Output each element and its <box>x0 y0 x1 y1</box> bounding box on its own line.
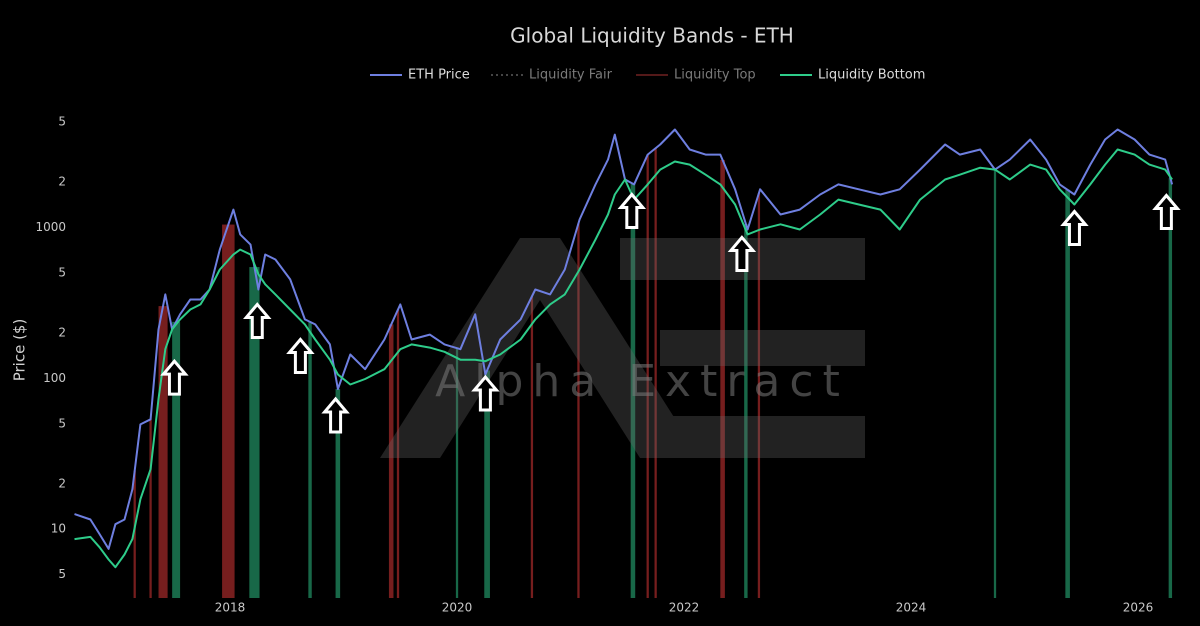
liquidity-band <box>630 183 636 598</box>
legend-label: ETH Price <box>408 68 470 83</box>
liquidity-band <box>530 296 534 598</box>
logo-a <box>380 238 700 458</box>
bands <box>133 148 1173 599</box>
x-tick-label: 2024 <box>896 601 927 615</box>
x-tick-label: 2022 <box>669 601 700 615</box>
y-tick-label: 2 <box>58 325 66 339</box>
liquidity-band <box>1168 178 1173 598</box>
liquidity-band <box>654 148 657 599</box>
arrow-marker <box>617 192 647 229</box>
legend-label: Liquidity Top <box>674 68 756 83</box>
liquidity-band <box>222 224 235 599</box>
x-tick-label: 2018 <box>215 601 246 615</box>
arrow-marker <box>243 302 272 339</box>
legend-label: Liquidity Fair <box>529 68 613 83</box>
liquidity-band <box>720 159 725 599</box>
liquidity-band <box>455 348 459 598</box>
liquidity-band <box>484 370 490 598</box>
legend-label: Liquidity Bottom <box>818 68 925 83</box>
arrow-marker <box>286 337 315 374</box>
arrow-marker <box>1152 193 1181 230</box>
y-tick-label: 100 <box>43 371 66 385</box>
liquidity-band <box>308 321 312 598</box>
arrow-marker <box>160 358 189 396</box>
liquidity-band <box>133 470 136 598</box>
liquidity-band <box>1065 189 1070 598</box>
watermark: Alpha Extract <box>435 356 849 407</box>
y-tick-label: 5 <box>58 567 66 581</box>
liquidity-band <box>172 321 181 598</box>
arrow-marker <box>1060 209 1089 246</box>
y-tick-label: 1000 <box>35 220 66 234</box>
y-tick-label: 10 <box>51 522 66 536</box>
liquidity-band <box>577 223 580 598</box>
x-tick-label: 2020 <box>442 601 473 615</box>
liquidity-band <box>158 306 168 598</box>
liquidity-band <box>249 267 260 598</box>
liquidity-band <box>149 419 152 598</box>
y-axis-label: Price ($) <box>11 319 29 382</box>
arrow-marker <box>727 235 757 272</box>
logo-e-mid <box>660 330 865 366</box>
liquidity-band <box>396 309 400 598</box>
y-tick-label: 5 <box>58 115 66 129</box>
x-tick-label: 2026 <box>1123 601 1154 615</box>
y-tick-label: 5 <box>58 265 66 279</box>
liquidity-band <box>388 324 394 598</box>
liquidity-band <box>335 389 341 598</box>
chart-title: Global Liquidity Bands - ETH <box>510 24 794 48</box>
y-tick-label: 2 <box>58 175 66 189</box>
series-line <box>74 128 1174 550</box>
liquidity-band <box>744 224 748 598</box>
logo-e-bottom <box>640 416 865 458</box>
series-line <box>74 148 1173 569</box>
y-tick-label: 2 <box>58 476 66 490</box>
liquidity-band <box>646 154 649 598</box>
liquidity-band <box>993 169 997 598</box>
arrow-marker <box>321 396 350 434</box>
arrow-marker <box>471 374 500 412</box>
y-tick-label: 5 <box>58 416 66 430</box>
liquidity-band <box>757 192 761 598</box>
